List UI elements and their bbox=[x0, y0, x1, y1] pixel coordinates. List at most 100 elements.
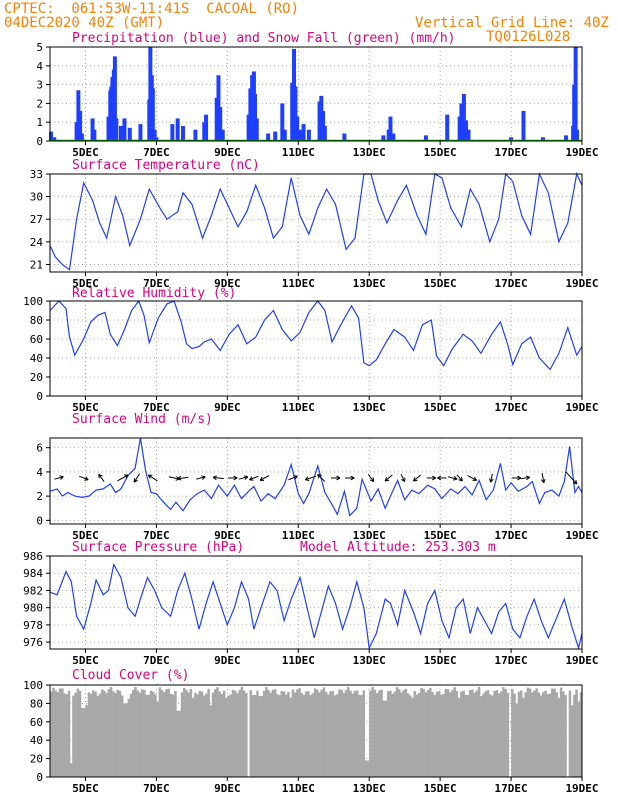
cloud-bar bbox=[488, 694, 492, 777]
precip-bar bbox=[138, 124, 143, 141]
cloud-bar bbox=[72, 695, 75, 777]
cloud-bar bbox=[355, 690, 359, 777]
cloud-bar bbox=[273, 689, 277, 777]
cloud-bar bbox=[553, 688, 556, 777]
cloud-bar bbox=[194, 692, 197, 777]
cloud-bar bbox=[473, 692, 476, 777]
cloud-bar bbox=[114, 693, 117, 777]
cloud-bar bbox=[378, 690, 381, 777]
wind-arrow bbox=[426, 475, 437, 481]
cloud-bar bbox=[276, 694, 279, 777]
y-tick-label: 40 bbox=[30, 352, 43, 365]
cloud-bar bbox=[171, 694, 175, 777]
wind-arrow-head bbox=[177, 475, 182, 479]
precip-bar bbox=[253, 94, 257, 141]
cloud-bar bbox=[531, 692, 534, 777]
panel-title: Precipitation (blue) and Snow Fall (gree… bbox=[72, 31, 456, 46]
cloud-bar bbox=[455, 690, 459, 777]
wind-arrow-head bbox=[336, 475, 341, 479]
cloud-bar bbox=[143, 689, 146, 777]
cloud-bar bbox=[533, 690, 536, 777]
wind-arrow-head bbox=[304, 476, 309, 481]
cloud-bar bbox=[437, 691, 441, 777]
cloud-bar bbox=[422, 689, 425, 777]
x-tick-label: 17DEC bbox=[495, 654, 528, 667]
cloud-bar bbox=[211, 692, 215, 777]
precip-bar bbox=[575, 129, 580, 141]
x-tick-label: 19DEC bbox=[565, 654, 598, 667]
y-tick-label: 60 bbox=[30, 716, 43, 729]
cloud-bar bbox=[371, 686, 374, 777]
x-tick-label: 11DEC bbox=[282, 529, 315, 542]
cloud-bar bbox=[342, 692, 346, 777]
precip-bar bbox=[218, 107, 223, 141]
panel-title: Relative Humidity (%) bbox=[72, 286, 236, 301]
wind-arrow-shaft bbox=[133, 473, 141, 483]
y-tick-label: 4 bbox=[36, 60, 43, 73]
cloud-bar bbox=[406, 693, 410, 777]
cloud-bar bbox=[495, 690, 499, 777]
cloud-bar bbox=[123, 703, 126, 777]
wind-arrow bbox=[147, 474, 158, 482]
wind-arrow-head bbox=[201, 476, 206, 480]
cloud-bar bbox=[253, 695, 257, 777]
cloud-bar bbox=[393, 691, 397, 777]
precip-bar bbox=[79, 133, 84, 141]
y-tick-label: 27 bbox=[30, 213, 43, 226]
wind-arrow-shaft bbox=[148, 474, 158, 482]
y-tick-label: 976 bbox=[23, 636, 43, 649]
cloud-bar bbox=[107, 689, 111, 777]
x-tick-label: 5DEC bbox=[72, 654, 99, 667]
precip-bar bbox=[391, 133, 396, 141]
x-tick-label: 19DEC bbox=[565, 277, 598, 290]
cloud-bar bbox=[515, 703, 519, 777]
wind-arrow-head bbox=[540, 479, 545, 484]
y-tick-label: 3 bbox=[36, 79, 43, 92]
wind-arrow-head bbox=[401, 478, 405, 482]
wind-arrow-shaft bbox=[413, 474, 422, 482]
wind-arrow-head bbox=[59, 475, 64, 478]
wind-arrow bbox=[249, 475, 259, 481]
wind-arrow-head bbox=[125, 474, 129, 479]
cloud-bar bbox=[183, 688, 186, 777]
cloud-bar bbox=[136, 690, 139, 777]
cloud-bar bbox=[200, 691, 204, 777]
cloud-bar bbox=[557, 697, 561, 777]
cloud-bar bbox=[61, 688, 64, 777]
cloud-bar bbox=[424, 692, 428, 777]
wind-arrow bbox=[133, 473, 141, 483]
cloud-bar bbox=[304, 691, 308, 777]
y-tick-label: 4 bbox=[36, 466, 43, 479]
cloud-bar bbox=[229, 694, 233, 777]
wind-arrow-head bbox=[473, 476, 477, 481]
cloud-bar bbox=[449, 692, 452, 777]
wind-arrow-shaft bbox=[54, 476, 64, 480]
x-tick-label: 9DEC bbox=[214, 529, 241, 542]
wind-arrow-head bbox=[489, 478, 492, 483]
cloud-bar bbox=[163, 692, 166, 777]
cloud-bar bbox=[420, 687, 423, 777]
y-tick-label: 2 bbox=[36, 97, 43, 110]
wind-arrow-head bbox=[294, 475, 298, 480]
wind-arrow bbox=[511, 475, 522, 481]
wind-arrow bbox=[540, 473, 546, 484]
cloud-bar bbox=[147, 694, 151, 777]
cloud-bar bbox=[105, 693, 108, 777]
cloud-bar bbox=[347, 686, 350, 777]
x-tick-label: 13DEC bbox=[353, 401, 386, 414]
wind-arrow-head bbox=[212, 475, 217, 478]
cloud-bar bbox=[513, 693, 516, 777]
cloud-bar bbox=[389, 690, 392, 777]
cloud-bar bbox=[145, 694, 148, 777]
x-tick-label: 11DEC bbox=[282, 277, 315, 290]
cloud-bar bbox=[446, 689, 450, 777]
wind-arrow-shaft bbox=[117, 474, 129, 482]
cloud-bar bbox=[309, 695, 312, 777]
cloud-bar bbox=[174, 691, 177, 777]
cloud-bar bbox=[504, 689, 507, 777]
y-tick-label: 986 bbox=[23, 550, 43, 563]
precip-bar bbox=[540, 137, 545, 141]
wind-arrow-head bbox=[369, 479, 374, 483]
x-tick-label: 7DEC bbox=[143, 401, 170, 414]
cloud-bar bbox=[307, 691, 310, 777]
